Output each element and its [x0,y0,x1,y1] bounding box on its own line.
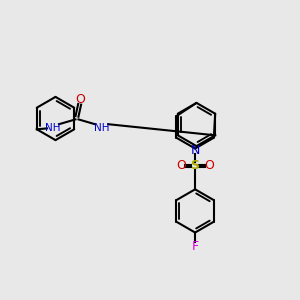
Text: O: O [176,159,186,172]
Text: S: S [190,159,200,172]
Text: F: F [191,239,199,253]
Text: N: N [191,143,200,157]
Text: NH: NH [94,123,109,133]
Text: O: O [76,93,85,106]
Text: NH: NH [45,123,60,133]
Text: O: O [204,159,214,172]
